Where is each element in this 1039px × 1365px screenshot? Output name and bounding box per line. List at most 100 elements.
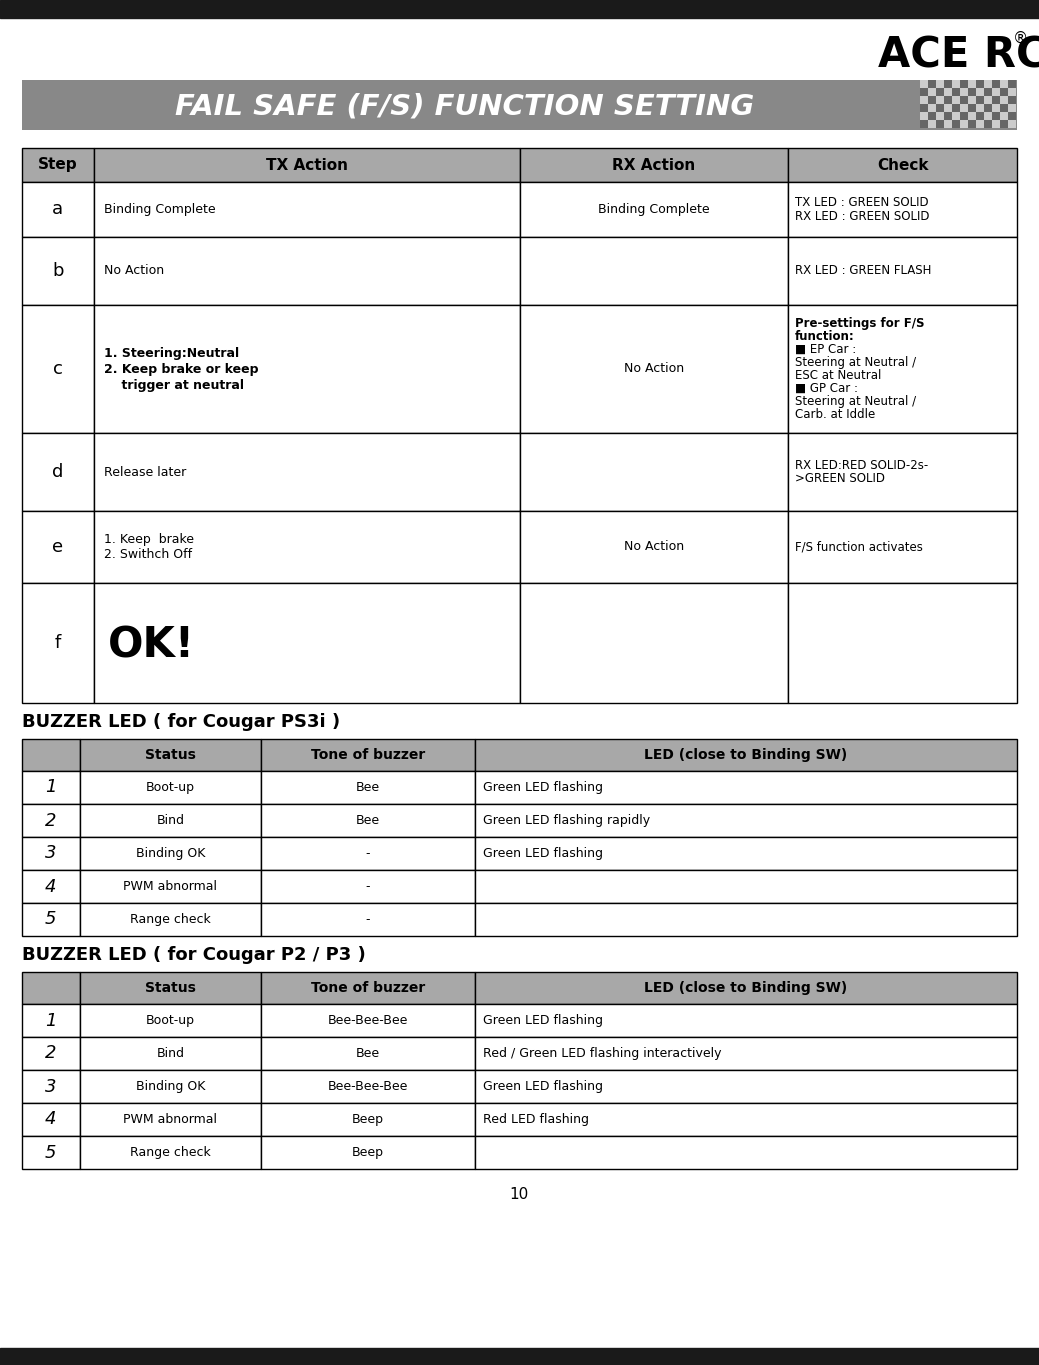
- Text: a: a: [52, 201, 63, 218]
- Text: 2. Swithch Off: 2. Swithch Off: [104, 547, 192, 561]
- Bar: [984, 81, 992, 87]
- Bar: [1008, 120, 1016, 128]
- Bar: [952, 104, 960, 112]
- Bar: [992, 112, 1000, 120]
- Bar: [960, 87, 968, 96]
- Bar: [1008, 81, 1016, 87]
- Bar: [520, 583, 789, 703]
- Bar: [960, 81, 968, 87]
- Bar: [928, 96, 936, 104]
- Text: Check: Check: [877, 157, 928, 172]
- Text: e: e: [52, 538, 63, 556]
- Text: ■ EP Car :: ■ EP Car :: [795, 343, 856, 356]
- Text: Bee: Bee: [355, 1047, 380, 1061]
- Bar: [80, 1005, 261, 1037]
- Bar: [960, 96, 968, 104]
- Bar: [80, 738, 261, 771]
- Bar: [22, 1136, 80, 1168]
- Text: d: d: [52, 463, 63, 480]
- Text: 2: 2: [45, 812, 56, 830]
- Text: PWM abnormal: PWM abnormal: [124, 1112, 217, 1126]
- Bar: [80, 904, 261, 936]
- Text: Green LED flashing: Green LED flashing: [483, 1080, 603, 1093]
- Bar: [22, 771, 80, 804]
- Bar: [789, 147, 1017, 182]
- Text: 1. Steering:Neutral: 1. Steering:Neutral: [104, 347, 239, 359]
- Text: Bee: Bee: [355, 814, 380, 827]
- Bar: [520, 433, 789, 511]
- Bar: [22, 511, 94, 583]
- Bar: [261, 1136, 475, 1168]
- Text: ESC at Neutral: ESC at Neutral: [795, 369, 881, 382]
- Text: Binding OK: Binding OK: [135, 848, 205, 860]
- Text: Tone of buzzer: Tone of buzzer: [311, 981, 425, 995]
- Text: 4: 4: [45, 1111, 56, 1129]
- Text: 2. Keep brake or keep: 2. Keep brake or keep: [104, 363, 258, 375]
- Bar: [976, 120, 984, 128]
- Bar: [520, 511, 789, 583]
- Text: -: -: [366, 848, 370, 860]
- Bar: [936, 81, 944, 87]
- Bar: [261, 738, 475, 771]
- Bar: [936, 104, 944, 112]
- Bar: [80, 870, 261, 904]
- Text: 1. Keep  brake: 1. Keep brake: [104, 532, 193, 546]
- Bar: [80, 771, 261, 804]
- Text: OK!: OK!: [108, 624, 194, 666]
- Bar: [80, 972, 261, 1005]
- Bar: [952, 120, 960, 128]
- Bar: [1008, 112, 1016, 120]
- Bar: [261, 1070, 475, 1103]
- Bar: [475, 1070, 1017, 1103]
- Bar: [475, 870, 1017, 904]
- Text: RX Action: RX Action: [612, 157, 695, 172]
- Bar: [976, 81, 984, 87]
- Text: Green LED flashing rapidly: Green LED flashing rapidly: [483, 814, 649, 827]
- Text: PWM abnormal: PWM abnormal: [124, 880, 217, 893]
- Text: Boot-up: Boot-up: [145, 781, 194, 794]
- Bar: [952, 112, 960, 120]
- Bar: [976, 112, 984, 120]
- Bar: [475, 1103, 1017, 1136]
- Bar: [520, 238, 789, 304]
- Bar: [968, 104, 976, 112]
- Bar: [952, 81, 960, 87]
- Bar: [22, 182, 94, 238]
- Bar: [1008, 96, 1016, 104]
- Bar: [1000, 104, 1008, 112]
- Bar: [475, 804, 1017, 837]
- Bar: [984, 104, 992, 112]
- Bar: [520, 182, 789, 238]
- Text: RX LED : GREEN SOLID: RX LED : GREEN SOLID: [795, 209, 930, 222]
- Bar: [984, 96, 992, 104]
- Bar: [80, 1136, 261, 1168]
- Text: Binding Complete: Binding Complete: [104, 203, 215, 216]
- Bar: [22, 1037, 80, 1070]
- Bar: [936, 112, 944, 120]
- Bar: [952, 87, 960, 96]
- Bar: [520, 147, 789, 182]
- Bar: [22, 870, 80, 904]
- Bar: [992, 104, 1000, 112]
- Text: 2: 2: [45, 1044, 56, 1062]
- Text: c: c: [53, 360, 62, 378]
- Bar: [261, 1005, 475, 1037]
- Text: Status: Status: [144, 748, 195, 762]
- Bar: [22, 804, 80, 837]
- Bar: [475, 837, 1017, 870]
- Bar: [968, 112, 976, 120]
- Bar: [992, 120, 1000, 128]
- Text: Status: Status: [144, 981, 195, 995]
- Text: Red LED flashing: Red LED flashing: [483, 1112, 589, 1126]
- Text: 10: 10: [509, 1188, 529, 1203]
- Bar: [94, 583, 520, 703]
- Text: Carb. at Iddle: Carb. at Iddle: [795, 408, 876, 420]
- Bar: [944, 87, 952, 96]
- Text: LED (close to Binding SW): LED (close to Binding SW): [644, 748, 848, 762]
- Text: f: f: [55, 633, 61, 652]
- Bar: [992, 96, 1000, 104]
- Bar: [920, 112, 928, 120]
- Text: Bind: Bind: [156, 1047, 184, 1061]
- Bar: [960, 120, 968, 128]
- Text: 4: 4: [45, 878, 56, 895]
